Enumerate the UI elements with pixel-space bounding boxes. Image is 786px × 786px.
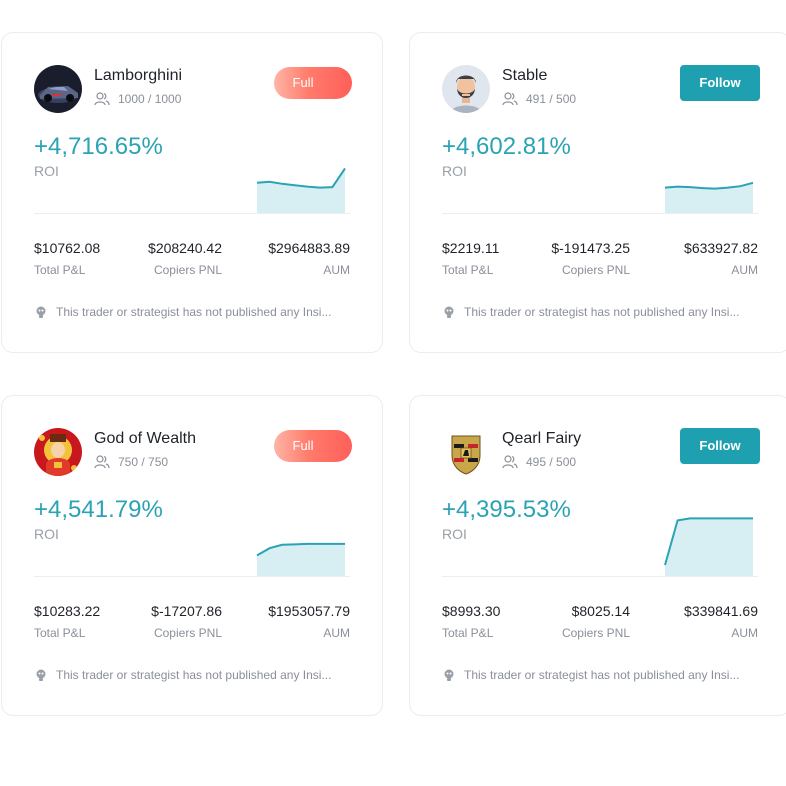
total-pnl-label: Total P&L bbox=[442, 626, 494, 640]
aum-label: AUM bbox=[323, 263, 350, 277]
copiers-value: 491 / 500 bbox=[526, 92, 577, 106]
copiers-pnl-value: $208240.42 bbox=[148, 240, 222, 256]
lightbulb-icon bbox=[444, 306, 454, 318]
trader-name[interactable]: Qearl Fairy bbox=[502, 430, 582, 447]
copiers-count: 491 / 500 bbox=[502, 92, 576, 106]
roi-label: ROI bbox=[34, 163, 59, 179]
roi-value: +4,716.65% bbox=[34, 133, 163, 160]
copiers-pnl-label: Copiers PNL bbox=[153, 626, 222, 640]
roi-value: +4,541.79% bbox=[34, 496, 163, 523]
copiers-pnl-label: Copiers PNL bbox=[561, 263, 630, 277]
aum-label: AUM bbox=[323, 626, 350, 640]
insight-note: This trader or strategist has not publis… bbox=[34, 668, 352, 682]
trader-name[interactable]: Stable bbox=[502, 67, 548, 84]
divider bbox=[442, 576, 758, 577]
roi-label: ROI bbox=[442, 526, 467, 542]
lightbulb-icon bbox=[36, 669, 46, 681]
roi-sparkline bbox=[664, 517, 753, 576]
copiers-count: 495 / 500 bbox=[502, 455, 576, 469]
users-icon bbox=[94, 92, 110, 106]
sparkline-line bbox=[664, 517, 753, 566]
copiers-pnl-value: $-191473.25 bbox=[551, 240, 630, 256]
copiers-value: 1000 / 1000 bbox=[118, 92, 182, 106]
divider bbox=[34, 213, 350, 214]
sparkline-line bbox=[256, 167, 346, 189]
lightbulb-icon bbox=[36, 306, 46, 318]
insight-text: This trader or strategist has not publis… bbox=[56, 668, 332, 682]
full-button-label: Full bbox=[292, 438, 314, 453]
copiers-value: 750 / 750 bbox=[118, 455, 169, 469]
total-pnl-label: Total P&L bbox=[34, 263, 86, 277]
roi-value: +4,395.53% bbox=[442, 496, 571, 523]
aum-label: AUM bbox=[731, 263, 758, 277]
divider bbox=[442, 213, 758, 214]
total-pnl-value: $10283.22 bbox=[34, 603, 101, 619]
insight-note: This trader or strategist has not publis… bbox=[442, 668, 760, 682]
aum-value: $339841.69 bbox=[684, 603, 758, 619]
roi-sparkline bbox=[256, 167, 346, 213]
trader-card[interactable]: Stable 491 / 500 Follow +4,602.81% ROI $… bbox=[409, 32, 786, 353]
roi-sparkline bbox=[664, 181, 754, 213]
trader-card[interactable]: God of Wealth 750 / 750 Full +4,541.79% … bbox=[1, 395, 383, 716]
trader-card[interactable]: Lamborghini 1000 / 1000 Full +4,716.65% … bbox=[1, 32, 383, 353]
trader-card[interactable]: Qearl Fairy 495 / 500 Follow +4,395.53% … bbox=[409, 395, 786, 716]
sparkline-area bbox=[665, 518, 753, 576]
full-button[interactable]: Full bbox=[274, 430, 352, 462]
sparkline-line bbox=[664, 181, 754, 190]
sparkline-line bbox=[256, 542, 345, 557]
insight-text: This trader or strategist has not publis… bbox=[464, 305, 740, 319]
full-button-label: Full bbox=[292, 75, 314, 90]
copiers-count: 1000 / 1000 bbox=[94, 92, 181, 106]
total-pnl-label: Total P&L bbox=[34, 626, 86, 640]
total-pnl-label: Total P&L bbox=[442, 263, 494, 277]
trader-name[interactable]: Lamborghini bbox=[94, 67, 183, 84]
users-icon bbox=[502, 455, 518, 469]
follow-button[interactable]: Follow bbox=[680, 65, 760, 101]
divider bbox=[34, 576, 350, 577]
aum-value: $1953057.79 bbox=[268, 603, 350, 619]
copiers-count: 750 / 750 bbox=[94, 455, 168, 469]
copiers-pnl-value: $-17207.86 bbox=[151, 603, 222, 619]
trader-name[interactable]: God of Wealth bbox=[94, 430, 196, 447]
insight-text: This trader or strategist has not publis… bbox=[464, 668, 740, 682]
aum-label: AUM bbox=[731, 626, 758, 640]
flame-icon bbox=[344, 67, 352, 99]
aum-value: $2964883.89 bbox=[268, 240, 350, 256]
follow-button[interactable]: Follow bbox=[680, 428, 760, 464]
roi-value: +4,602.81% bbox=[442, 133, 571, 160]
total-pnl-value: $8993.30 bbox=[442, 603, 501, 619]
sparkline-area bbox=[257, 543, 345, 576]
total-pnl-value: $10762.08 bbox=[34, 240, 101, 256]
insight-note: This trader or strategist has not publis… bbox=[34, 305, 352, 319]
sparkline-area bbox=[257, 168, 345, 213]
copiers-pnl-label: Copiers PNL bbox=[153, 263, 222, 277]
insight-text: This trader or strategist has not publis… bbox=[56, 305, 332, 319]
lightbulb-icon bbox=[444, 669, 454, 681]
flame-icon bbox=[344, 430, 352, 462]
bearded-man-avatar-icon[interactable] bbox=[442, 65, 490, 113]
sports-car-avatar-icon[interactable] bbox=[34, 65, 82, 113]
roi-label: ROI bbox=[34, 526, 59, 542]
copiers-pnl-value: $8025.14 bbox=[571, 603, 630, 619]
porsche-crest-avatar-icon[interactable] bbox=[442, 428, 490, 476]
copiers-pnl-label: Copiers PNL bbox=[561, 626, 630, 640]
copiers-value: 495 / 500 bbox=[526, 455, 577, 469]
full-button[interactable]: Full bbox=[274, 67, 352, 99]
aum-value: $633927.82 bbox=[684, 240, 758, 256]
sparkline-area bbox=[665, 182, 753, 213]
roi-sparkline bbox=[256, 542, 345, 576]
roi-label: ROI bbox=[442, 163, 467, 179]
insight-note: This trader or strategist has not publis… bbox=[442, 305, 760, 319]
total-pnl-value: $2219.11 bbox=[442, 240, 500, 256]
users-icon bbox=[94, 455, 110, 469]
god-of-wealth-avatar-icon[interactable] bbox=[34, 428, 82, 476]
users-icon bbox=[502, 92, 518, 106]
